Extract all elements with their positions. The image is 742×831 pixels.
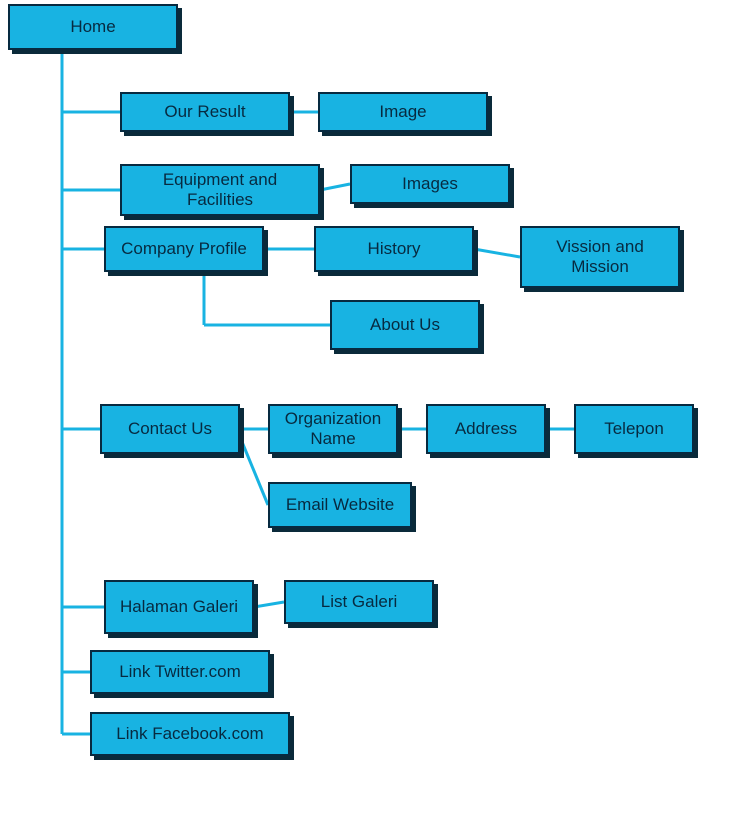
node-label-our-result: Our Result xyxy=(128,102,282,122)
node-label-history: History xyxy=(322,239,466,259)
node-halgaleri: Halaman Galeri xyxy=(104,580,254,634)
node-label-vission: Vission and Mission xyxy=(528,237,672,276)
node-contact: Contact Us xyxy=(100,404,240,454)
node-vission: Vission and Mission xyxy=(520,226,680,288)
node-label-facebook: Link Facebook.com xyxy=(98,724,282,744)
node-label-image: Image xyxy=(326,102,480,122)
node-label-emailweb: Email Website xyxy=(276,495,404,515)
node-label-twitter: Link Twitter.com xyxy=(98,662,262,682)
node-equip: Equipment and Facilities xyxy=(120,164,320,216)
node-image: Image xyxy=(318,92,488,132)
node-label-home: Home xyxy=(16,17,170,37)
node-facebook: Link Facebook.com xyxy=(90,712,290,756)
node-orgname: Organization Name xyxy=(268,404,398,454)
node-label-equip: Equipment and Facilities xyxy=(128,170,312,209)
node-emailweb: Email Website xyxy=(268,482,412,528)
node-label-company: Company Profile xyxy=(112,239,256,259)
node-label-contact: Contact Us xyxy=(108,419,232,439)
node-telepon: Telepon xyxy=(574,404,694,454)
node-twitter: Link Twitter.com xyxy=(90,650,270,694)
node-aboutus: About Us xyxy=(330,300,480,350)
node-our-result: Our Result xyxy=(120,92,290,132)
node-label-address: Address xyxy=(434,419,538,439)
node-history: History xyxy=(314,226,474,272)
node-label-listgaleri: List Galeri xyxy=(292,592,426,612)
node-label-halgaleri: Halaman Galeri xyxy=(112,597,246,617)
node-home: Home xyxy=(8,4,178,50)
node-label-images: Images xyxy=(358,174,502,194)
node-label-aboutus: About Us xyxy=(338,315,472,335)
node-label-telepon: Telepon xyxy=(582,419,686,439)
diagram-canvas: Home Our Result Image Equipment and Facilit… xyxy=(0,0,742,831)
node-label-orgname: Organization Name xyxy=(276,409,390,448)
node-address: Address xyxy=(426,404,546,454)
node-images: Images xyxy=(350,164,510,204)
node-listgaleri: List Galeri xyxy=(284,580,434,624)
node-company: Company Profile xyxy=(104,226,264,272)
